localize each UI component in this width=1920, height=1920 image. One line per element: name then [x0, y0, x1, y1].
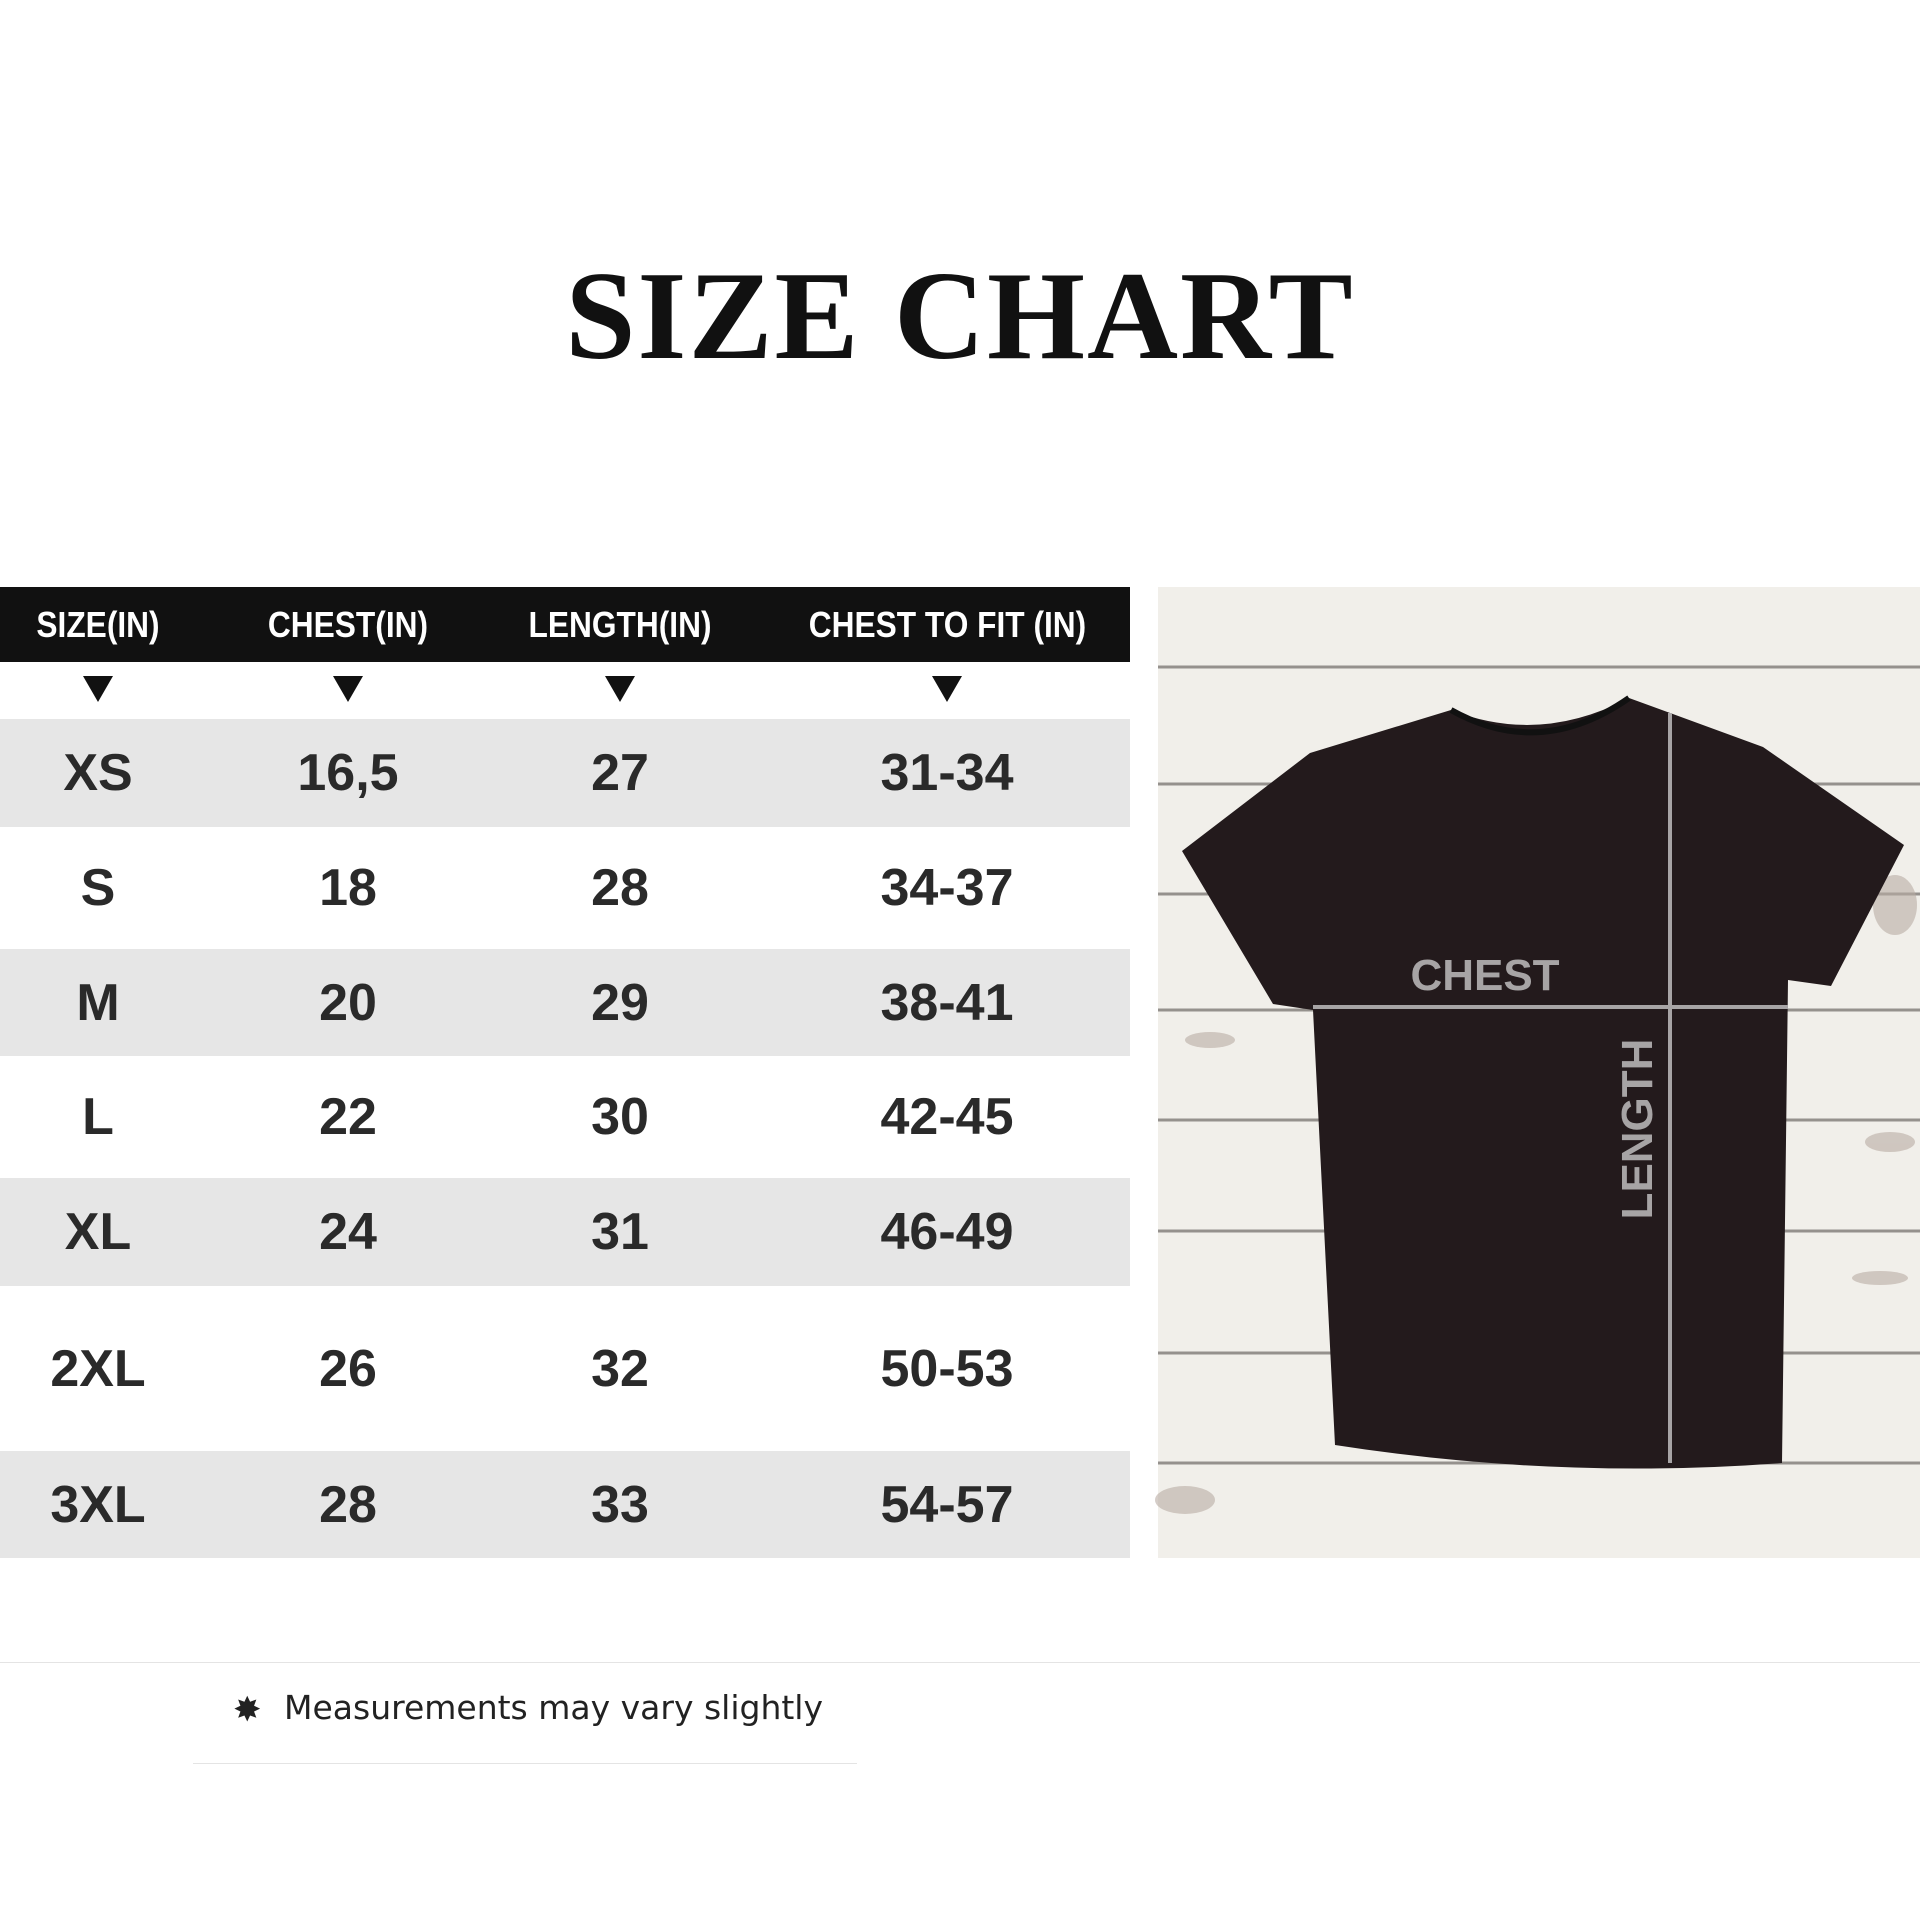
tshirt-collar — [1449, 695, 1631, 736]
cell-chest-to-fit: 31-34 — [880, 744, 1014, 802]
table-row: S 18 28 34-37 — [0, 827, 1130, 949]
wood-paint-chips — [1155, 875, 1917, 1514]
footer-divider — [193, 1763, 857, 1764]
cell-chest: 24 — [319, 1203, 377, 1261]
measurement-note: Measurements may vary slightly — [284, 1688, 823, 1727]
table-row: L 22 30 42-45 — [0, 1056, 1130, 1178]
down-arrow-icon — [83, 676, 113, 702]
header-length: LENGTH(IN) — [528, 604, 712, 645]
table-row: 2XL 26 32 50-53 — [0, 1286, 1130, 1451]
down-arrow-icon — [333, 676, 363, 702]
cell-chest: 28 — [319, 1475, 377, 1534]
cell-length: 28 — [591, 859, 649, 917]
tshirt-shape — [1182, 698, 1904, 1469]
cell-chest-to-fit: 34-37 — [880, 859, 1014, 917]
cell-chest: 18 — [319, 859, 377, 917]
cell-chest: 26 — [319, 1339, 377, 1398]
table-row: XS 16,5 27 31-34 — [0, 719, 1130, 827]
table-header: SIZE(IN) CHEST(IN) LENGTH(IN) CHEST TO F… — [0, 587, 1130, 662]
cell-size: S — [80, 859, 116, 917]
cell-chest: 16,5 — [297, 744, 399, 802]
cell-chest: 20 — [319, 973, 377, 1032]
cell-length: 33 — [591, 1475, 649, 1534]
table-row: M 20 29 38-41 — [0, 949, 1130, 1056]
table-row: XL 24 31 46-49 — [0, 1178, 1130, 1286]
cell-chest-to-fit: 42-45 — [880, 1088, 1014, 1146]
cell-chest: 22 — [319, 1088, 377, 1146]
cell-size: 2XL — [50, 1339, 146, 1398]
cell-size: L — [82, 1088, 114, 1146]
table-row: 3XL 28 33 54-57 — [0, 1451, 1130, 1558]
cell-length: 27 — [591, 744, 649, 802]
cell-length: 30 — [591, 1088, 649, 1146]
cell-size: 3XL — [50, 1475, 146, 1534]
cell-length: 29 — [591, 973, 649, 1032]
chest-label: CHEST — [1410, 951, 1559, 1000]
footer-divider — [0, 1662, 1920, 1663]
down-arrow-icon — [932, 676, 962, 702]
down-arrow-icon — [605, 676, 635, 702]
cell-chest-to-fit: 46-49 — [880, 1203, 1014, 1261]
cell-size: M — [76, 973, 120, 1032]
header-size: SIZE(IN) — [36, 604, 160, 645]
cell-chest-to-fit: 54-57 — [880, 1475, 1014, 1534]
cell-length: 31 — [591, 1203, 649, 1261]
cell-chest-to-fit: 50-53 — [880, 1339, 1014, 1398]
header-chest-to-fit: CHEST TO FIT (IN) — [808, 604, 1087, 645]
cell-size: XL — [64, 1203, 132, 1261]
cell-chest-to-fit: 38-41 — [880, 973, 1014, 1032]
page-title: SIZE CHART — [565, 247, 1355, 386]
cell-size: XS — [63, 744, 133, 802]
cell-length: 32 — [591, 1339, 649, 1398]
header-chest: CHEST(IN) — [267, 604, 429, 645]
asterisk-star-icon: ✸ — [233, 1691, 262, 1729]
length-label: LENGTH — [1613, 1039, 1662, 1220]
